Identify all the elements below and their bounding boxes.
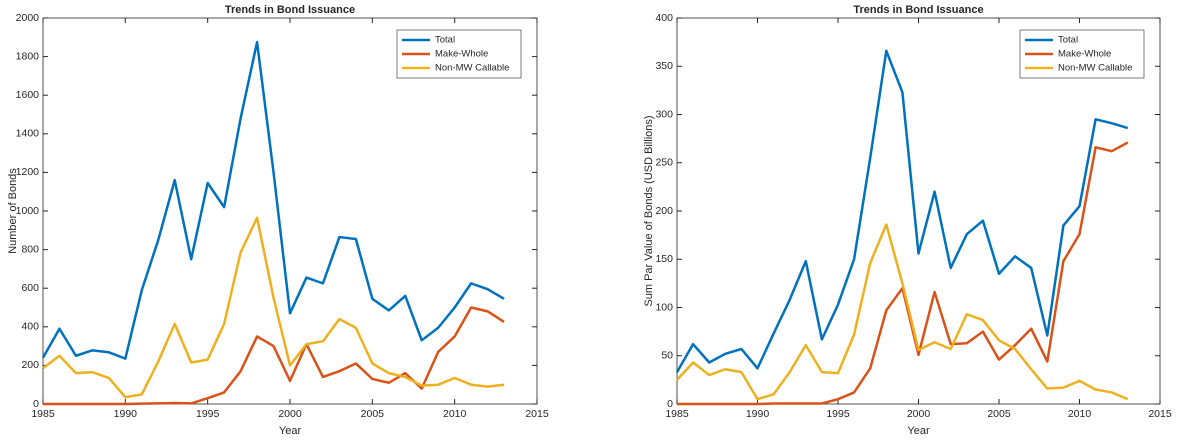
x-tick-label: 2000 [278, 408, 302, 420]
x-axis-label: Year [279, 425, 302, 437]
data-line [43, 306, 505, 406]
data-line [41, 40, 505, 360]
y-tick-label: 200 [21, 359, 39, 371]
x-tick-label: 1990 [746, 408, 770, 420]
legend-label: Non-MW Callable [1058, 63, 1132, 74]
x-tick-label: 1985 [31, 408, 55, 420]
x-tick-label: 2010 [1068, 408, 1092, 420]
y-axis-label: Number of Bonds [7, 168, 19, 254]
x-tick-label: 1995 [826, 408, 850, 420]
legend-label: Make-Whole [435, 49, 488, 60]
y-tick-label: 2000 [16, 12, 40, 24]
y-tick-label: 400 [655, 12, 673, 24]
x-tick-label: 1990 [114, 408, 138, 420]
y-tick-label: 600 [21, 282, 39, 294]
legend-label: Total [435, 35, 455, 46]
legend-label: Total [1058, 35, 1078, 46]
y-tick-label: 0 [667, 398, 673, 410]
y-tick-label: 1200 [16, 166, 40, 178]
x-tick-label: 2015 [525, 408, 549, 420]
y-tick-label: 1800 [16, 50, 40, 62]
x-axis-label: Year [907, 425, 930, 437]
y-tick-label: 300 [655, 108, 673, 120]
y-tick-label: 1600 [16, 89, 40, 101]
y-tick-label: 1400 [16, 128, 40, 140]
y-tick-label: 150 [655, 253, 673, 265]
y-tick-label: 200 [655, 205, 673, 217]
x-tick-label: 2005 [361, 408, 385, 420]
data-line [675, 49, 1129, 373]
y-tick-label: 1000 [16, 205, 40, 217]
x-tick-label: 1985 [665, 408, 689, 420]
x-tick-label: 2005 [987, 408, 1011, 420]
chart-title: Trends in Bond Issuance [225, 4, 355, 16]
legend-label: Make-Whole [1058, 49, 1111, 60]
chart-title: Trends in Bond Issuance [853, 4, 983, 16]
x-tick-label: 2000 [907, 408, 931, 420]
data-line [677, 141, 1129, 406]
x-tick-label: 2015 [1148, 408, 1172, 420]
y-axis-label: Sum Par Value of Bonds (USD Billions) [643, 115, 655, 306]
data-line [42, 216, 505, 399]
x-tick-label: 2010 [443, 408, 467, 420]
y-tick-label: 100 [655, 301, 673, 313]
y-tick-label: 350 [655, 60, 673, 72]
legend-label: Non-MW Callable [435, 63, 509, 74]
y-tick-label: 400 [21, 321, 39, 333]
y-tick-label: 250 [655, 157, 673, 169]
data-line [676, 223, 1129, 401]
y-tick-label: 0 [33, 398, 39, 410]
y-tick-label: 800 [21, 243, 39, 255]
y-tick-label: 50 [661, 350, 673, 362]
x-tick-label: 1995 [196, 408, 220, 420]
